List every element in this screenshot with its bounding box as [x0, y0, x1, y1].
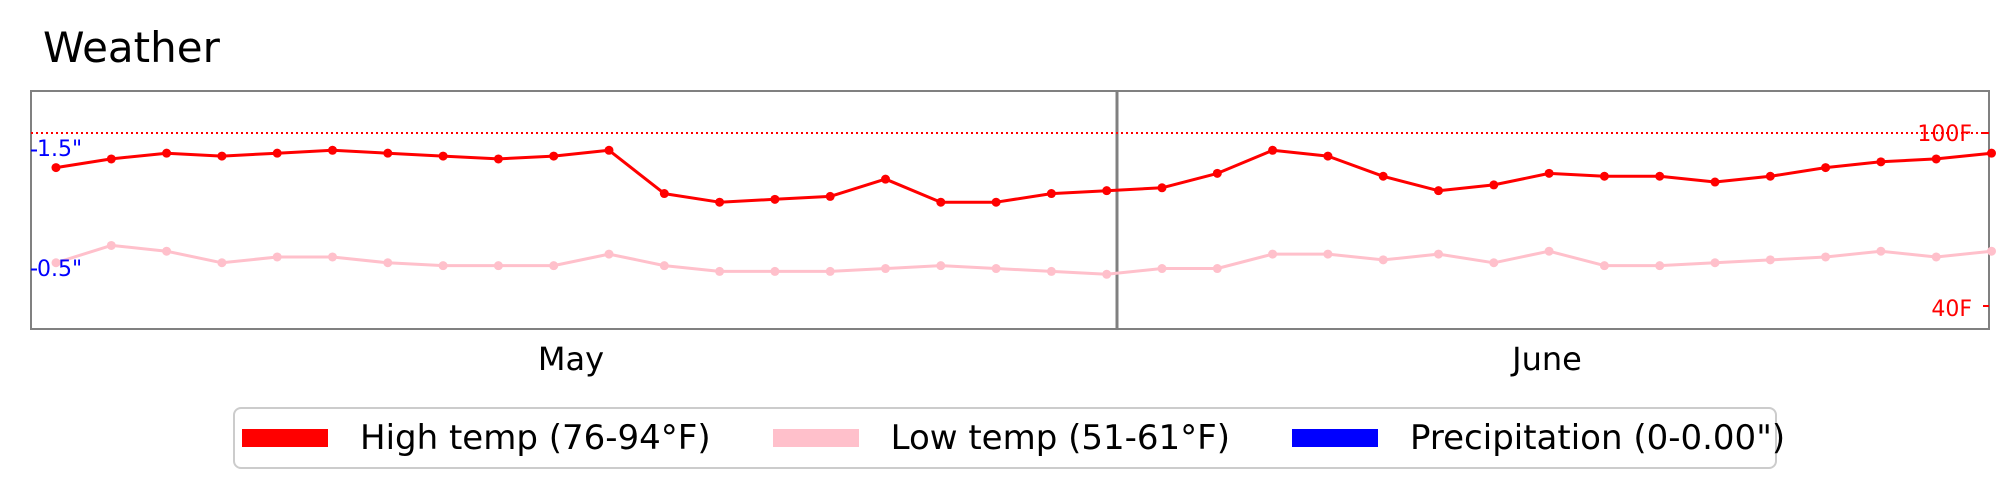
- low-temp-point: [1378, 255, 1388, 265]
- low-temp-point: [383, 258, 393, 268]
- legend-item-low-temp: Low temp (51-61°F): [772, 418, 1230, 458]
- high-temp-point: [770, 194, 780, 204]
- high-temp-point: [272, 148, 282, 158]
- legend-label-low-temp: Low temp (51-61°F): [890, 418, 1230, 458]
- high-temp-point: [106, 154, 116, 164]
- low-temp-point: [51, 258, 61, 268]
- low-temp-point: [1876, 246, 1886, 256]
- legend-label-high-temp: High temp (76-94°F): [360, 418, 711, 458]
- low-temp-point: [715, 266, 725, 276]
- high-temp-point: [1102, 186, 1112, 196]
- precip-tick-label-low: 0.5": [37, 257, 82, 282]
- high-temp-point: [162, 148, 172, 158]
- low-temp-point: [1157, 264, 1167, 274]
- high-temp-point: [1765, 171, 1775, 181]
- plot-area: [30, 90, 1996, 330]
- high-temp-point: [1821, 163, 1831, 173]
- legend-swatch-precipitation: [1292, 429, 1378, 447]
- low-temp-point: [1599, 261, 1609, 271]
- high-temp-point: [1710, 177, 1720, 187]
- low-temp-point: [1212, 264, 1222, 274]
- legend-swatch-high-temp: [242, 429, 328, 447]
- low-temp-point: [106, 240, 116, 250]
- low-temp-point: [493, 261, 503, 271]
- low-temp-point: [1046, 266, 1056, 276]
- chart-title: Weather: [43, 23, 221, 72]
- high-temp-point: [1157, 183, 1167, 193]
- low-temp-point: [549, 261, 559, 271]
- high-temp-point: [51, 163, 61, 173]
- high-temp-point: [936, 197, 946, 207]
- high-temp-point: [1046, 189, 1056, 199]
- legend-swatch-low-temp: [772, 429, 859, 447]
- high-temp-point: [1489, 180, 1499, 190]
- high-temp-point: [549, 151, 559, 161]
- low-temp-point: [1765, 255, 1775, 265]
- plot-frame: [30, 90, 1990, 330]
- low-temp-point: [936, 261, 946, 271]
- high-temp-point: [328, 145, 337, 155]
- low-temp-point: [1489, 258, 1499, 268]
- temp-tick-label-low: 40F: [1931, 297, 1972, 322]
- low-temp-point: [659, 261, 669, 271]
- temp-tick-label-high: 100F: [1917, 122, 1972, 147]
- low-temp-point: [438, 261, 448, 271]
- low-temp-point: [1268, 249, 1278, 259]
- legend-item-high-temp: High temp (76-94°F): [242, 418, 711, 458]
- low-temp-point: [1710, 258, 1720, 268]
- low-temp-point: [604, 249, 614, 259]
- low-temp-line: [55, 243, 1992, 276]
- high-temp-point: [1544, 168, 1554, 178]
- high-temp-point: [493, 154, 503, 164]
- low-temp-point: [1987, 246, 1996, 256]
- low-temp-point: [162, 246, 172, 256]
- high-temp-point: [604, 145, 614, 155]
- high-temp-point: [1378, 171, 1388, 181]
- legend: High temp (76-94°F) Low temp (51-61°F) P…: [233, 407, 1785, 469]
- high-temp-line: [55, 148, 1992, 204]
- low-temp-point: [881, 264, 890, 274]
- legend-label-precipitation: Precipitation (0-0.00"): [1410, 418, 1786, 458]
- low-temp-point: [1821, 252, 1831, 262]
- precip-tick-label-high: 1.5": [37, 137, 82, 162]
- high-temp-point: [217, 151, 227, 161]
- low-temp-point: [1544, 246, 1554, 256]
- low-temp-point: [1102, 269, 1112, 279]
- low-temp-point: [1323, 249, 1333, 259]
- high-temp-point: [1323, 151, 1333, 161]
- high-temp-point: [659, 189, 669, 199]
- high-temp-point: [1268, 145, 1278, 155]
- low-temp-point: [1931, 252, 1941, 262]
- high-temp-point: [383, 148, 393, 158]
- high-temp-point: [1599, 171, 1609, 181]
- high-temp-point: [1212, 168, 1222, 178]
- low-temp-point: [1655, 261, 1665, 271]
- legend-item-precipitation: Precipitation (0-0.00"): [1292, 418, 1785, 458]
- low-temp-point: [991, 264, 1001, 274]
- high-temp-point: [1876, 157, 1886, 167]
- low-temp-point: [770, 266, 780, 276]
- high-temp-point: [991, 197, 1001, 207]
- high-temp-point: [1655, 171, 1665, 181]
- high-temp-point: [1931, 154, 1941, 164]
- x-tick-label-june: June: [1510, 340, 1582, 378]
- high-temp-point: [1987, 148, 1996, 158]
- low-temp-point: [217, 258, 227, 268]
- high-temp-point: [881, 174, 890, 184]
- x-tick-label-may: May: [538, 340, 604, 378]
- high-temp-point: [715, 197, 725, 207]
- low-temp-point: [328, 252, 337, 262]
- high-temp-point: [438, 151, 448, 161]
- low-temp-point: [272, 252, 282, 262]
- high-temp-point: [825, 191, 835, 201]
- high-temp-point: [1434, 186, 1443, 196]
- low-temp-point: [825, 266, 835, 276]
- low-temp-point: [1434, 249, 1443, 259]
